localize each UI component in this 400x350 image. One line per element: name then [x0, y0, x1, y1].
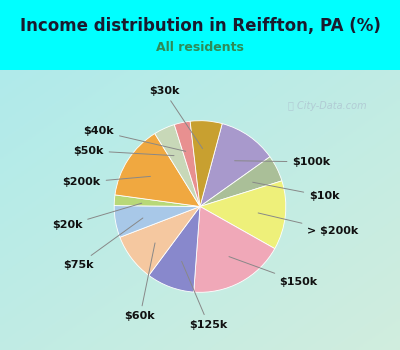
Wedge shape: [194, 206, 275, 292]
Wedge shape: [200, 181, 286, 248]
Wedge shape: [120, 206, 200, 275]
Text: $125k: $125k: [182, 261, 228, 330]
Text: ⌕ City-Data.com: ⌕ City-Data.com: [288, 102, 367, 111]
Text: $200k: $200k: [62, 176, 150, 188]
Wedge shape: [115, 134, 200, 206]
Wedge shape: [200, 124, 270, 206]
Text: $40k: $40k: [84, 126, 186, 151]
Wedge shape: [174, 121, 200, 206]
Text: $75k: $75k: [63, 218, 143, 270]
Text: $20k: $20k: [52, 203, 142, 230]
Text: All residents: All residents: [156, 41, 244, 54]
Text: $150k: $150k: [229, 257, 318, 287]
Text: $10k: $10k: [253, 182, 340, 201]
Wedge shape: [200, 157, 282, 206]
Wedge shape: [114, 195, 200, 206]
Wedge shape: [155, 125, 200, 206]
Text: $50k: $50k: [73, 146, 174, 156]
Wedge shape: [190, 121, 222, 206]
Text: $30k: $30k: [149, 86, 202, 148]
Text: $60k: $60k: [125, 243, 155, 321]
Text: Income distribution in Reiffton, PA (%): Income distribution in Reiffton, PA (%): [20, 17, 380, 35]
Wedge shape: [114, 205, 200, 237]
Text: > $200k: > $200k: [258, 213, 359, 236]
Wedge shape: [149, 206, 200, 292]
Text: $100k: $100k: [235, 157, 331, 167]
